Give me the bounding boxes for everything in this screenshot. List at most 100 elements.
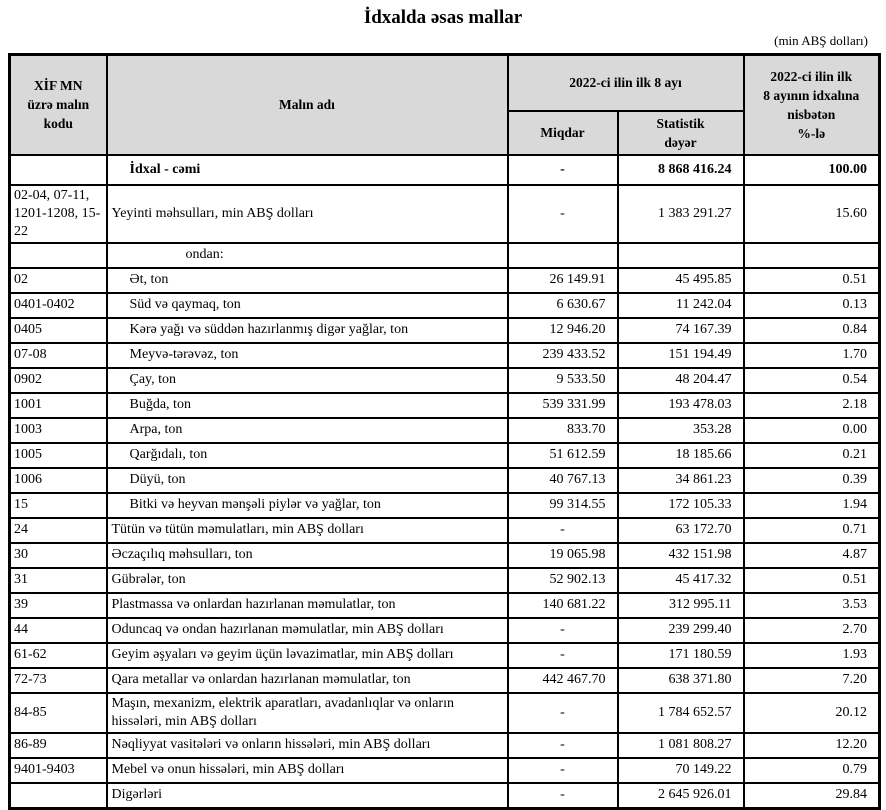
imports-table: XİF MN üzrə malın kodu Malın adı 2022-ci… bbox=[8, 53, 882, 810]
code-cell: 15 bbox=[8, 491, 108, 519]
value-cell: 172 105.33 bbox=[616, 491, 745, 519]
table-row: 1006 Düyü, ton 40 767.13 34 861.23 0.39 bbox=[8, 466, 881, 494]
code-cell: 1001 bbox=[8, 391, 108, 419]
share-cell: 12.20 bbox=[742, 731, 881, 759]
share-cell: 0.51 bbox=[742, 566, 881, 594]
qty-cell: 833.70 bbox=[506, 416, 619, 444]
page: İdxalda əsas mallar (min ABŞ dolları) Xİ… bbox=[0, 6, 886, 810]
code-cell: 31 bbox=[8, 566, 108, 594]
code-cell: 02 bbox=[8, 266, 108, 294]
qty-cell: 51 612.59 bbox=[506, 441, 619, 469]
table-row: 0405 Kərə yağı və süddən hazırlanmış digə… bbox=[8, 316, 881, 344]
name-cell: İdxal - cəmi bbox=[105, 153, 509, 186]
header-qty: Miqdar bbox=[506, 109, 619, 156]
share-cell: 0.13 bbox=[742, 291, 881, 319]
table-row: 61-62 Geyim əşyaları və geyim üçün ləvazi… bbox=[8, 641, 881, 669]
value-cell: 353.28 bbox=[616, 416, 745, 444]
table-row: 02 Ət, ton 26 149.91 45 495.85 0.51 bbox=[8, 266, 881, 294]
name-cell: Ət, ton bbox=[105, 266, 509, 294]
header-value: Statistik dəyər bbox=[616, 109, 745, 156]
share-cell: 1.94 bbox=[742, 491, 881, 519]
qty-cell: 239 433.52 bbox=[506, 341, 619, 369]
header-name: Malın adı bbox=[105, 53, 509, 156]
header-code-label: XİF MN üzrə malın kodu bbox=[27, 78, 90, 132]
name-cell: Süd və qaymaq, ton bbox=[105, 291, 509, 319]
name-cell: Nəqliyyat vasitələri və onların hissələr… bbox=[105, 731, 509, 759]
header-value-label: Statistik dəyər bbox=[656, 115, 705, 150]
code-cell: 24 bbox=[8, 516, 108, 544]
value-cell: 432 151.98 bbox=[616, 541, 745, 569]
header-qty-label: Miqdar bbox=[540, 125, 585, 140]
name-cell: ondan: bbox=[105, 241, 509, 269]
value-cell: 70 149.22 bbox=[616, 756, 745, 784]
qty-cell: 52 902.13 bbox=[506, 566, 619, 594]
table-row: 07-08 Meyvə-tərəvəz, ton 239 433.52 151 194… bbox=[8, 341, 881, 369]
table-row: 1001 Buğda, ton 539 331.99 193 478.03 2.18 bbox=[8, 391, 881, 419]
value-cell: 11 242.04 bbox=[616, 291, 745, 319]
code-cell bbox=[8, 781, 108, 809]
value-cell: 239 299.40 bbox=[616, 616, 745, 644]
qty-cell: 9 533.50 bbox=[506, 366, 619, 394]
table-row: Digərləri -2 645 926.01 29.84 bbox=[8, 781, 881, 809]
share-cell: 0.71 bbox=[742, 516, 881, 544]
table-row: 0401-0402 Süd və qaymaq, ton 6 630.67 11 24… bbox=[8, 291, 881, 319]
table-row: 0902 Çay, ton 9 533.50 48 204.47 0.54 bbox=[8, 366, 881, 394]
share-cell: 7.20 bbox=[742, 666, 881, 694]
code-cell: 0401-0402 bbox=[8, 291, 108, 319]
value-cell: 638 371.80 bbox=[616, 666, 745, 694]
table-row: 31 Gübrələr, ton 52 902.13 45 417.32 0.51 bbox=[8, 566, 881, 594]
qty-cell: 442 467.70 bbox=[506, 666, 619, 694]
qty-cell: - bbox=[506, 516, 619, 544]
value-cell: 34 861.23 bbox=[616, 466, 745, 494]
code-cell: 0405 bbox=[8, 316, 108, 344]
qty-cell: 539 331.99 bbox=[506, 391, 619, 419]
table-row: 86-89 Nəqliyyat vasitələri və onların his… bbox=[8, 731, 881, 759]
share-cell: 2.18 bbox=[742, 391, 881, 419]
qty-cell bbox=[506, 241, 619, 269]
name-cell: Arpa, ton bbox=[105, 416, 509, 444]
share-cell: 0.51 bbox=[742, 266, 881, 294]
name-cell: Kərə yağı və süddən hazırlanmış digər ya… bbox=[105, 316, 509, 344]
qty-cell: - bbox=[506, 781, 619, 809]
qty-cell: 19 065.98 bbox=[506, 541, 619, 569]
qty-cell: 140 681.22 bbox=[506, 591, 619, 619]
header-share-label: 2022-ci ilin ilk 8 ayının idxalına nisbə… bbox=[763, 68, 860, 141]
share-cell: 4.87 bbox=[742, 541, 881, 569]
code-cell: 44 bbox=[8, 616, 108, 644]
code-cell: 30 bbox=[8, 541, 108, 569]
value-cell: 18 185.66 bbox=[616, 441, 745, 469]
code-cell: 86-89 bbox=[8, 731, 108, 759]
name-cell: Əczaçılıq məhsulları, ton bbox=[105, 541, 509, 569]
code-cell: 07-08 bbox=[8, 341, 108, 369]
table-row: 84-85 Maşın, mexanizm, elektrik aparatlar… bbox=[8, 691, 881, 734]
share-cell: 2.70 bbox=[742, 616, 881, 644]
value-cell: 74 167.39 bbox=[616, 316, 745, 344]
name-cell: Çay, ton bbox=[105, 366, 509, 394]
code-cell: 1006 bbox=[8, 466, 108, 494]
code-cell: 84-85 bbox=[8, 691, 108, 734]
qty-cell: - bbox=[506, 691, 619, 734]
name-cell: Tütün və tütün məmulatları, min ABŞ doll… bbox=[105, 516, 509, 544]
qty-cell: - bbox=[506, 641, 619, 669]
value-cell: 45 417.32 bbox=[616, 566, 745, 594]
header-period-group: 2022-ci ilin ilk 8 ayı bbox=[506, 53, 745, 112]
share-cell: 0.21 bbox=[742, 441, 881, 469]
code-cell: 39 bbox=[8, 591, 108, 619]
code-cell: 72-73 bbox=[8, 666, 108, 694]
table-header: XİF MN üzrə malın kodu Malın adı 2022-ci… bbox=[8, 53, 881, 156]
share-cell: 0.39 bbox=[742, 466, 881, 494]
header-share: 2022-ci ilin ilk 8 ayının idxalına nisbə… bbox=[742, 53, 881, 156]
code-cell bbox=[8, 241, 108, 269]
name-cell: Plastmassa və onlardan hazırlanan məmula… bbox=[105, 591, 509, 619]
value-cell: 151 194.49 bbox=[616, 341, 745, 369]
value-cell: 2 645 926.01 bbox=[616, 781, 745, 809]
name-cell: Bitki və heyvan mənşəli piylər və yağlar… bbox=[105, 491, 509, 519]
table-row: 9401-9403 Mebel və onun hissələri, min AB… bbox=[8, 756, 881, 784]
table-row: 1005 Qarğıdalı, ton 51 612.59 18 185.66 0.21 bbox=[8, 441, 881, 469]
table-row: ondan: bbox=[8, 241, 881, 269]
value-cell: 312 995.11 bbox=[616, 591, 745, 619]
name-cell: Geyim əşyaları və geyim üçün ləvazimatla… bbox=[105, 641, 509, 669]
qty-cell: - bbox=[506, 183, 619, 244]
value-cell: 8 868 416.24 bbox=[616, 153, 745, 186]
name-cell: Mebel və onun hissələri, min ABŞ dolları bbox=[105, 756, 509, 784]
